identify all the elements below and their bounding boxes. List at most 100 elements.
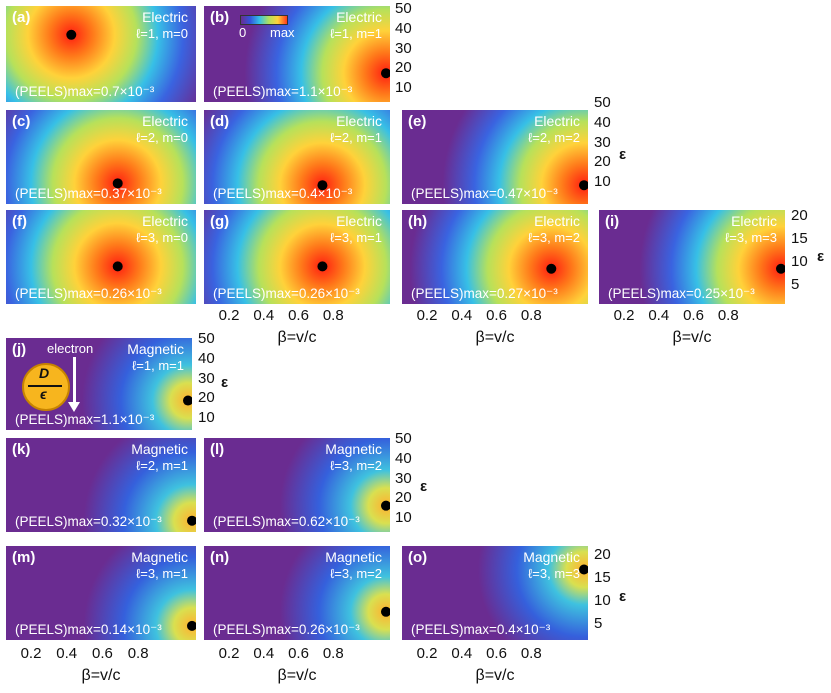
colorbar-min-label: 0	[239, 25, 247, 40]
panel-pmax-g: (PEELS)max=0.26×10⁻³	[213, 286, 360, 301]
max-point-c	[112, 178, 123, 189]
max-point-m	[187, 620, 196, 631]
x-axis-o-label: β=v/c	[475, 667, 515, 684]
panel-mode-l: ℓ=3, m=2	[330, 458, 382, 473]
x-axis-g-label: β=v/c	[277, 329, 317, 346]
x-axis-h-tick: 0.8	[520, 307, 542, 324]
heatmap-k	[6, 438, 196, 532]
panel-pmax-o: (PEELS)max=0.4×10⁻³	[411, 622, 551, 637]
panel-l: (l) Magnetic ℓ=3, m=2 (PEELS)max=0.62×10⁻³	[204, 438, 390, 532]
panel-label-h: (h)	[408, 213, 428, 230]
max-point-i	[776, 263, 785, 274]
x-axis-n-label: β=v/c	[277, 667, 317, 684]
x-axis-i-tick: 0.8	[717, 307, 739, 324]
panel-pmax-c: (PEELS)max=0.37×10⁻³	[15, 186, 162, 201]
x-axis-g-tick: 0.6	[288, 307, 309, 324]
panel-pmax-i: (PEELS)max=0.25×10⁻³	[608, 286, 755, 301]
x-axis-g-tick: 0.4	[253, 307, 275, 324]
x-axis-m-tick: 0.4	[56, 645, 78, 662]
y-axis-l-tick: 20	[395, 489, 412, 507]
panel-type-k: Magnetic	[131, 441, 188, 457]
panel-label-b: (b)	[210, 9, 230, 26]
x-axis-o-tick: 0.2	[416, 645, 438, 662]
heatmap-o	[402, 546, 588, 640]
panel-mode-i: ℓ=3, m=3	[725, 230, 777, 245]
panel-label-k: (k)	[12, 441, 31, 458]
y-axis-o-tick: 20	[594, 546, 611, 563]
diameter-arrow	[28, 385, 62, 387]
x-axis-h-tick: 0.4	[451, 307, 473, 324]
y-axis-b-tick: 50	[395, 0, 412, 17]
panel-label-n: (n)	[210, 549, 230, 566]
panel-type-i: Electric	[731, 213, 777, 229]
x-axis-m-tick: 0.2	[20, 645, 42, 662]
panel-m: (m) Magnetic ℓ=3, m=1 (PEELS)max=0.14×10⁻³	[6, 546, 196, 640]
panel-pmax-j: (PEELS)max=1.1×10⁻³	[15, 412, 155, 427]
panel-mode-n: ℓ=3, m=2	[330, 566, 382, 581]
y-axis-j-tick: 30	[198, 369, 215, 387]
x-axis-m-label: β=v/c	[81, 667, 121, 684]
x-axis-i-tick: 0.2	[613, 307, 635, 324]
y-axis-b-tick: 40	[395, 19, 412, 37]
panel-pmax-b: (PEELS)max=1.1×10⁻³	[213, 84, 353, 99]
panel-o: (o) Magnetic ℓ=3, m=3 (PEELS)max=0.4×10⁻³	[402, 546, 588, 640]
panel-c: (c) Electric ℓ=2, m=0 (PEELS)max=0.37×10⁻³	[6, 110, 196, 204]
panel-type-e: Electric	[534, 113, 580, 129]
panel-pmax-n: (PEELS)max=0.26×10⁻³	[213, 622, 360, 637]
panel-label-j: (j)	[12, 341, 27, 358]
x-axis-m-tick: 0.6	[91, 645, 113, 662]
panel-mode-g: ℓ=3, m=1	[330, 230, 382, 245]
panel-type-o: Magnetic	[523, 549, 580, 565]
y-label-l: ε	[420, 478, 428, 495]
colorbar	[240, 15, 288, 25]
y-axis-o-tick: 5	[594, 615, 603, 632]
panel-label-l: (l)	[210, 441, 225, 458]
x-axis-o-tick: 0.4	[451, 645, 473, 662]
x-axis-n-tick: 0.2	[218, 645, 240, 662]
panel-label-m: (m)	[12, 549, 36, 566]
x-axis-h-tick: 0.6	[486, 307, 507, 324]
panel-type-l: Magnetic	[325, 441, 382, 457]
panel-label-c: (c)	[12, 113, 31, 130]
panel-d: (d) Electric ℓ=2, m=1 (PEELS)max=0.4×10⁻³	[204, 110, 390, 204]
x-axis-i-tick: 0.6	[683, 307, 704, 324]
heatmap-c	[6, 110, 196, 204]
x-axis-o-tick: 0.8	[520, 645, 542, 662]
panel-mode-j: ℓ=1, m=1	[132, 358, 184, 373]
x-axis-i-label: β=v/c	[672, 329, 712, 346]
y-label-i: ε	[817, 248, 825, 265]
y-axis-j-tick: 10	[198, 409, 215, 427]
panel-type-b: Electric	[336, 9, 382, 25]
panel-pmax-m: (PEELS)max=0.14×10⁻³	[15, 622, 162, 637]
electron-arrow-head	[68, 402, 80, 412]
panel-pmax-e: (PEELS)max=0.47×10⁻³	[411, 186, 558, 201]
max-point-j	[183, 395, 192, 406]
y-axis-o-tick: 15	[594, 569, 611, 586]
max-point-g	[317, 261, 328, 272]
heatmap-g	[204, 210, 390, 304]
panel-h: (h) Electric ℓ=3, m=2 (PEELS)max=0.27×10⁻³	[402, 210, 588, 304]
panel-i: (i) Electric ℓ=3, m=3 (PEELS)max=0.25×10⁻³	[599, 210, 785, 304]
panel-mode-d: ℓ=2, m=1	[330, 130, 382, 145]
heatmap-l	[204, 438, 390, 532]
y-axis-j-tick: 20	[198, 389, 215, 407]
x-axis-g-tick: 0.2	[218, 307, 240, 324]
electron-arrow	[73, 357, 76, 405]
panel-mode-m: ℓ=3, m=1	[136, 566, 188, 581]
panel-type-a: Electric	[142, 9, 188, 25]
electron-label: electron	[47, 341, 94, 356]
panel-label-o: (o)	[408, 549, 428, 566]
max-point-h	[546, 263, 557, 274]
panel-type-h: Electric	[534, 213, 580, 229]
panel-type-f: Electric	[142, 213, 188, 229]
panel-g: (g) Electric ℓ=3, m=1 (PEELS)max=0.26×10⁻³	[204, 210, 390, 304]
panel-type-j: Magnetic	[127, 341, 184, 357]
y-axis-i-tick: 20	[791, 207, 808, 224]
panel-e: (e) Electric ℓ=2, m=2 (PEELS)max=0.47×10⁻³	[402, 110, 588, 204]
x-axis-g-tick: 0.8	[322, 307, 344, 324]
heatmap-f	[6, 210, 196, 304]
panel-pmax-l: (PEELS)max=0.62×10⁻³	[213, 514, 360, 529]
max-point-e	[579, 180, 588, 191]
panel-mode-e: ℓ=2, m=2	[528, 130, 580, 145]
y-axis-l-tick: 10	[395, 509, 412, 527]
